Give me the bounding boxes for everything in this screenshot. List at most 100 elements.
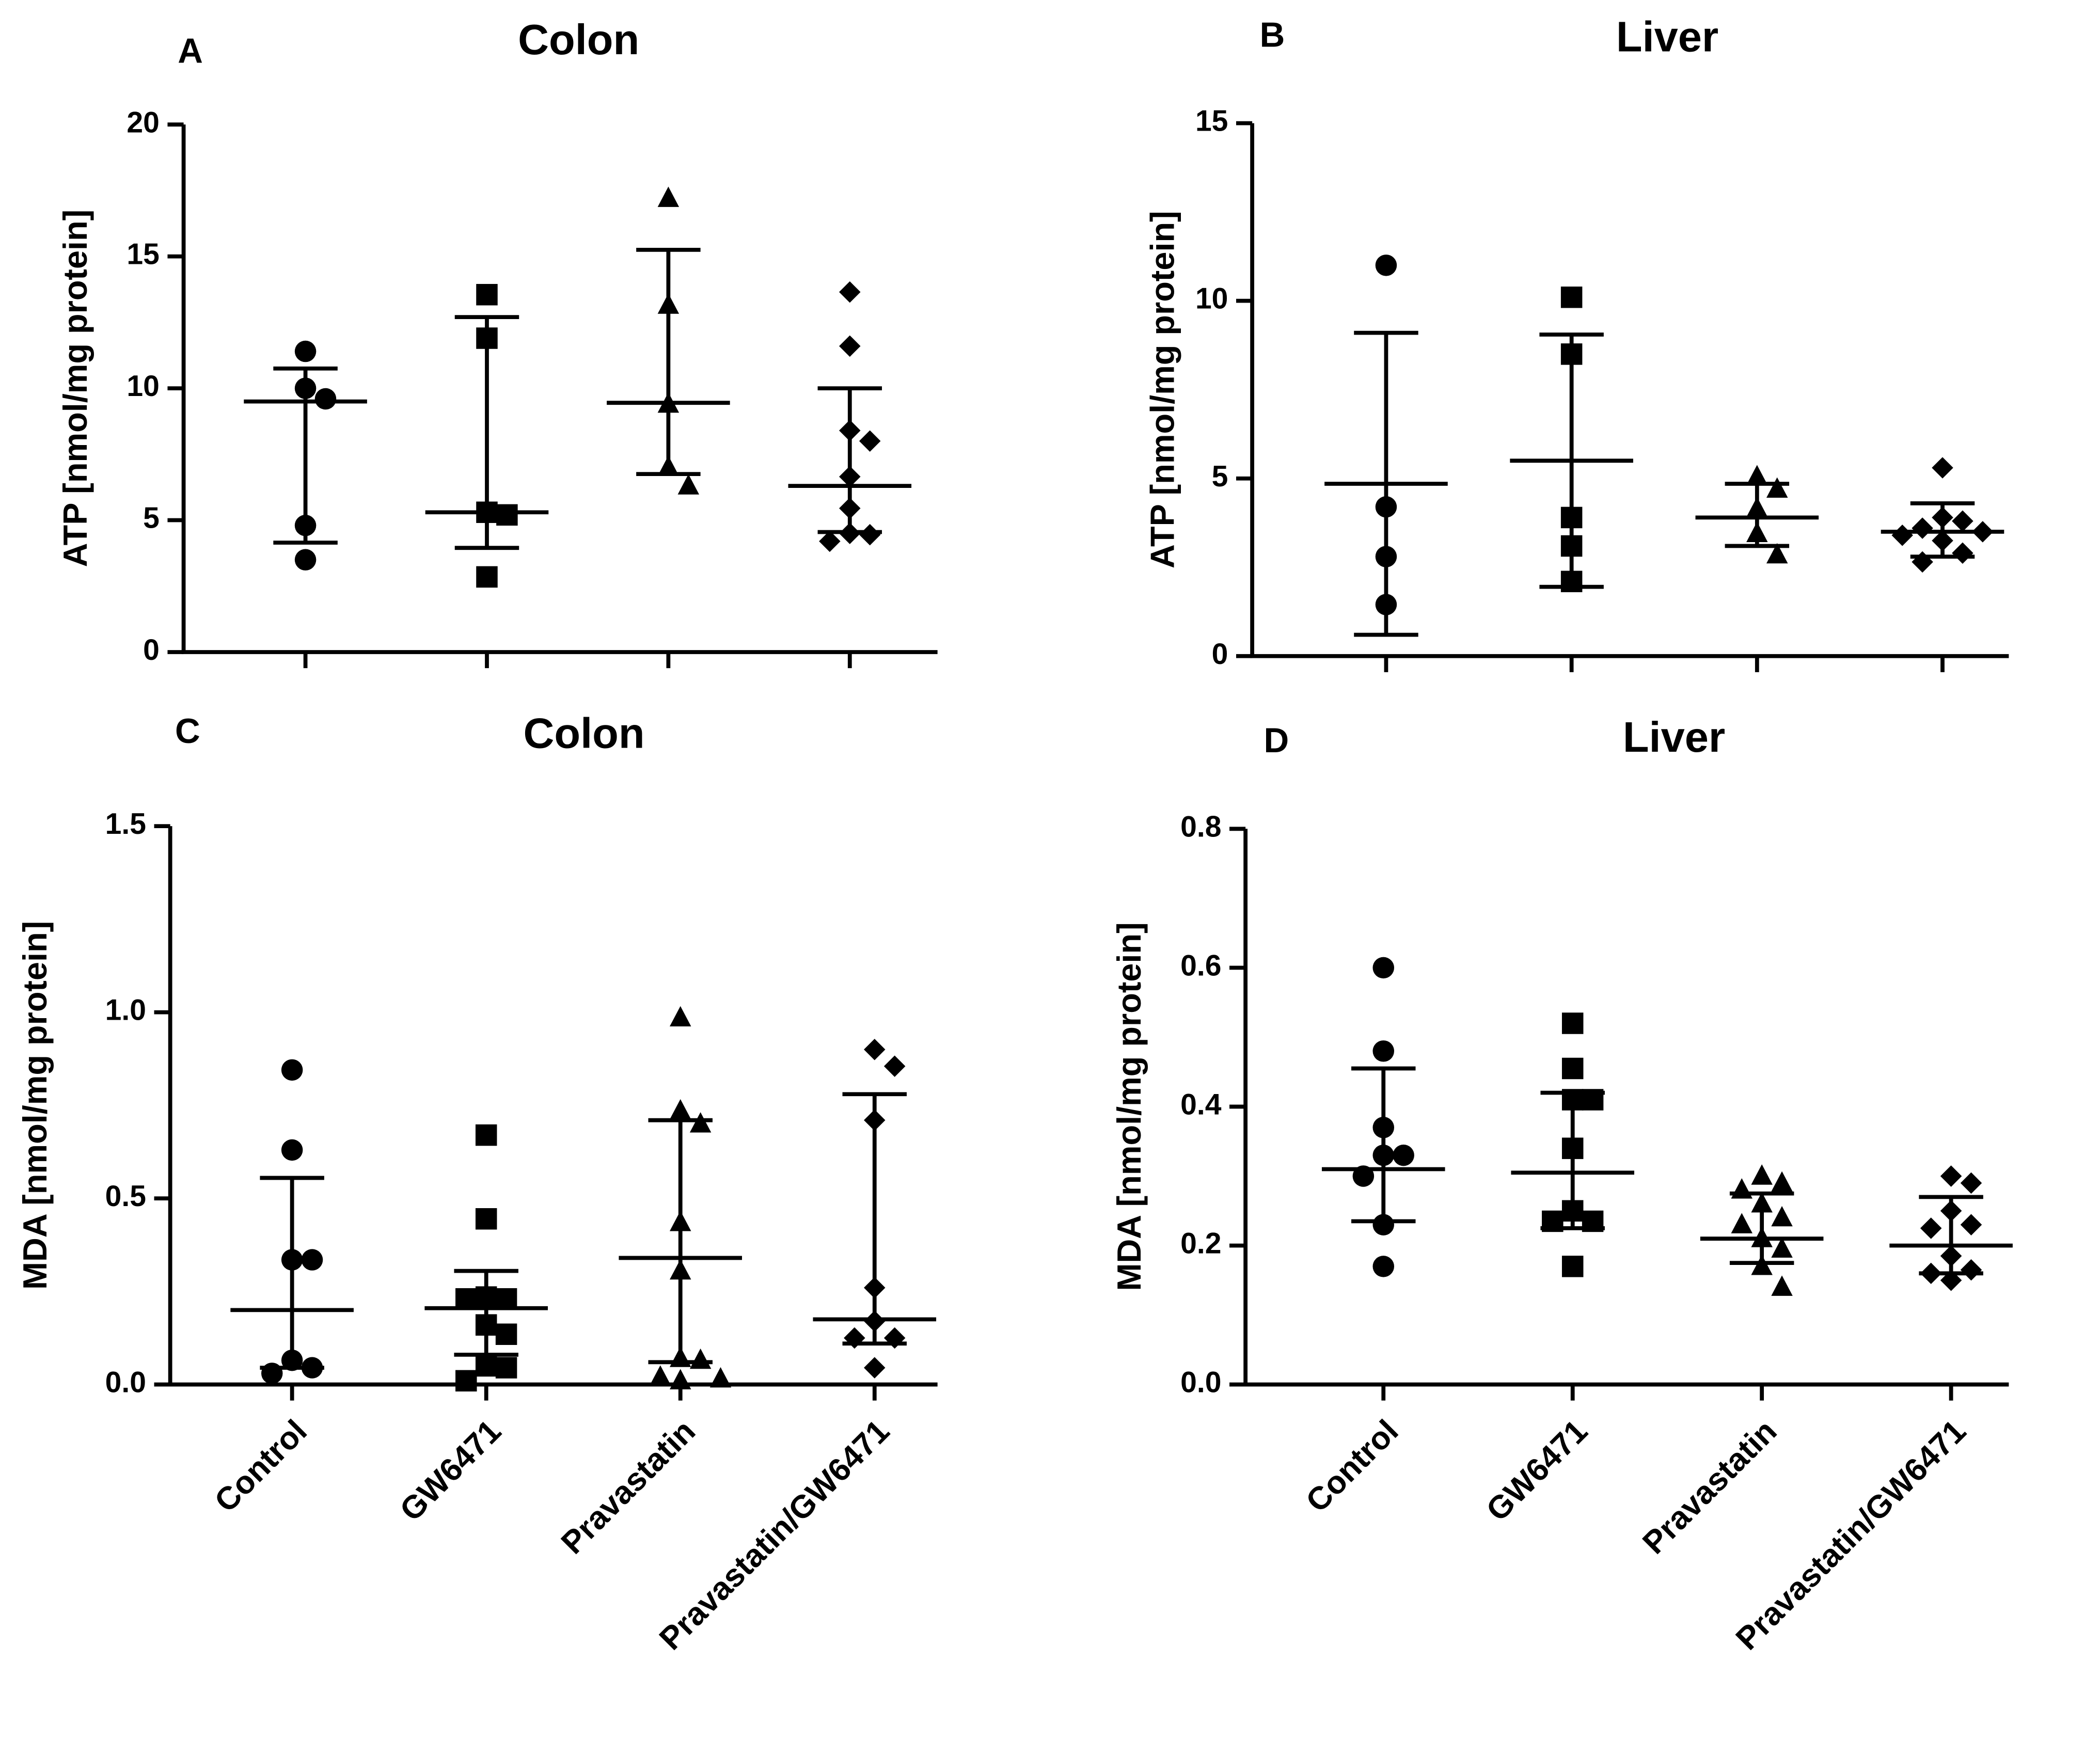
point bbox=[1375, 546, 1397, 567]
point bbox=[1751, 1227, 1773, 1247]
point bbox=[1561, 1089, 1584, 1111]
point bbox=[455, 1370, 477, 1392]
point bbox=[650, 1365, 671, 1386]
point bbox=[669, 1006, 691, 1027]
point bbox=[657, 293, 680, 314]
point bbox=[314, 388, 337, 410]
point bbox=[844, 1327, 865, 1349]
point bbox=[294, 340, 317, 362]
panel-label: C bbox=[175, 712, 200, 751]
y-tick-label: 5 bbox=[143, 502, 160, 535]
y-tick-label: 1.5 bbox=[105, 807, 146, 841]
y-tick-label: 0.2 bbox=[1180, 1227, 1221, 1260]
point bbox=[281, 1349, 303, 1371]
point bbox=[1560, 287, 1583, 308]
point bbox=[1952, 542, 1973, 564]
point bbox=[1372, 1144, 1395, 1166]
point bbox=[495, 1357, 517, 1379]
point bbox=[839, 281, 861, 303]
point bbox=[883, 1055, 906, 1077]
point bbox=[1561, 1137, 1584, 1159]
point bbox=[1771, 1206, 1793, 1227]
point bbox=[859, 524, 881, 546]
chart-title: Liver bbox=[1623, 713, 1725, 761]
y-tick-label: 20 bbox=[127, 106, 159, 139]
point bbox=[1746, 521, 1768, 542]
y-tick-label: 0.0 bbox=[1180, 1366, 1221, 1399]
y-tick-label: 0.6 bbox=[1180, 949, 1221, 982]
point bbox=[281, 1139, 303, 1161]
point bbox=[1542, 1210, 1564, 1232]
point bbox=[261, 1363, 283, 1384]
point bbox=[1940, 1165, 1962, 1187]
point bbox=[475, 1208, 497, 1230]
point bbox=[669, 1369, 691, 1389]
point bbox=[657, 455, 680, 476]
y-tick-label: 0.5 bbox=[105, 1180, 146, 1213]
point bbox=[1561, 1057, 1584, 1080]
point bbox=[689, 1112, 712, 1133]
point bbox=[1952, 510, 1973, 532]
point bbox=[476, 327, 498, 349]
point bbox=[1751, 1255, 1773, 1275]
point bbox=[1960, 1172, 1982, 1194]
y-tick-label: 10 bbox=[127, 370, 159, 403]
point bbox=[864, 1109, 886, 1131]
point bbox=[1560, 571, 1583, 593]
point bbox=[839, 497, 861, 519]
point bbox=[1771, 1237, 1793, 1258]
panel: A Colon ATP [nmol/mg protein] 0 5 10 15 20 bbox=[56, 15, 938, 669]
point bbox=[281, 1249, 303, 1271]
point bbox=[495, 1288, 517, 1310]
y-tick-label: 15 bbox=[127, 238, 159, 271]
point bbox=[475, 1355, 497, 1377]
point bbox=[1375, 496, 1397, 518]
y-tick-label: 10 bbox=[1195, 282, 1228, 315]
point bbox=[1912, 517, 1933, 539]
point bbox=[1940, 1245, 1962, 1267]
panel: C Colon MDA [nmol/mg protein] 0.0 0.5 1.0 1.5 C… bbox=[16, 709, 938, 1657]
point bbox=[839, 466, 861, 487]
point bbox=[1561, 1200, 1584, 1222]
point bbox=[819, 530, 841, 552]
point bbox=[1560, 506, 1583, 529]
y-axis-label: MDA [nmol/mg protein] bbox=[1110, 922, 1148, 1291]
x-tick-label: Pravastatin bbox=[555, 1413, 702, 1561]
point bbox=[669, 1259, 691, 1280]
point bbox=[475, 1124, 497, 1146]
point bbox=[1891, 525, 1913, 546]
y-tick-label: 0 bbox=[143, 634, 160, 667]
chart-title: Colon bbox=[523, 709, 644, 757]
point bbox=[669, 1347, 691, 1367]
point bbox=[475, 1314, 497, 1336]
point bbox=[1932, 506, 1953, 529]
point bbox=[1940, 1270, 1962, 1291]
point bbox=[1731, 1178, 1752, 1199]
panel: D Liver MDA [nmol/mg protein] 0.0 0.2 0.4 0.6 0… bbox=[1110, 713, 2013, 1657]
point bbox=[859, 430, 881, 452]
y-tick-label: 0.8 bbox=[1180, 810, 1221, 843]
y-tick-label: 5 bbox=[1212, 460, 1228, 493]
point bbox=[1560, 343, 1583, 365]
point bbox=[1920, 1217, 1942, 1239]
point bbox=[1960, 1214, 1982, 1236]
point bbox=[839, 420, 861, 441]
point bbox=[839, 335, 861, 357]
point bbox=[301, 1357, 323, 1379]
point bbox=[1771, 1275, 1793, 1296]
y-axis-label: MDA [nmol/mg protein] bbox=[16, 921, 54, 1290]
point bbox=[1372, 1040, 1395, 1062]
point bbox=[1372, 1214, 1395, 1236]
chart-title: Liver bbox=[1616, 13, 1718, 61]
point bbox=[657, 392, 680, 413]
point bbox=[1561, 1012, 1584, 1034]
point bbox=[1561, 1256, 1584, 1277]
y-tick-label: 1.0 bbox=[105, 994, 146, 1027]
point bbox=[1352, 1165, 1375, 1187]
y-tick-label: 0.0 bbox=[105, 1366, 146, 1399]
chart-title: Colon bbox=[518, 15, 639, 64]
panel-label: A bbox=[178, 32, 203, 71]
point bbox=[294, 515, 317, 536]
point bbox=[495, 1323, 517, 1345]
